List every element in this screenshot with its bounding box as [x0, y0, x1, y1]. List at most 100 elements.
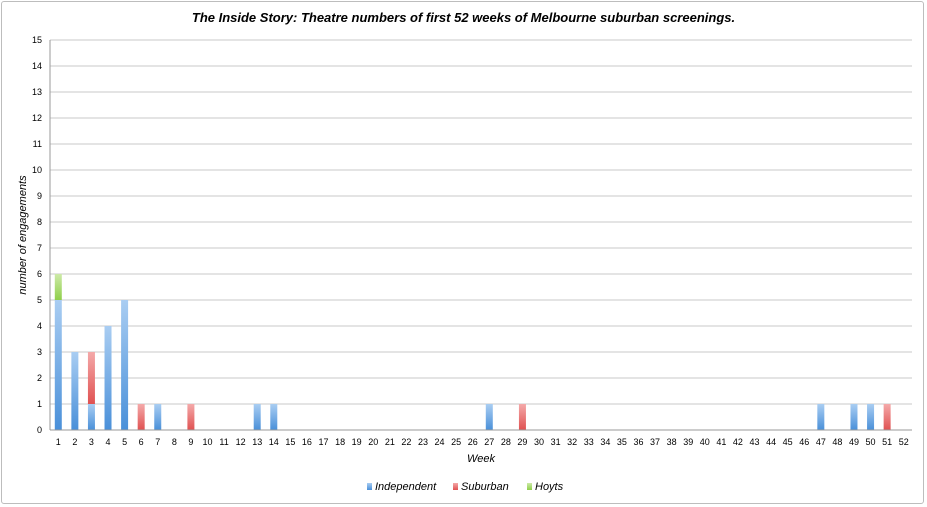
bar-independent	[87, 404, 95, 430]
x-tick-label: 21	[385, 437, 395, 447]
y-tick-label: 15	[32, 35, 42, 45]
bar-independent	[154, 404, 162, 430]
y-tick-label: 11	[33, 139, 42, 149]
x-tick-label: 10	[202, 437, 212, 447]
y-tick-label: 10	[32, 165, 42, 175]
x-tick-label: 38	[667, 437, 677, 447]
x-tick-label: 8	[172, 437, 177, 447]
bar-suburban	[187, 404, 195, 430]
x-tick-label: 14	[269, 437, 279, 447]
bar-suburban	[87, 352, 95, 404]
bar-hoyts	[54, 274, 62, 300]
y-tick-label: 7	[37, 243, 42, 253]
x-tick-label: 48	[832, 437, 842, 447]
x-tick-label: 52	[899, 437, 909, 447]
y-tick-label: 13	[32, 87, 42, 97]
x-tick-label: 13	[252, 437, 262, 447]
x-tick-label: 28	[501, 437, 511, 447]
x-tick-label: 20	[368, 437, 378, 447]
x-tick-label: 44	[766, 437, 776, 447]
legend-label: Hoyts	[535, 481, 564, 493]
x-tick-label: 7	[155, 437, 160, 447]
legend-label: Independent	[375, 481, 437, 493]
bar-independent	[485, 404, 493, 430]
bar-independent	[817, 404, 825, 430]
bar-independent	[71, 352, 79, 430]
legend-swatch	[453, 483, 458, 490]
x-tick-label: 24	[435, 437, 445, 447]
x-tick-label: 41	[716, 437, 726, 447]
x-tick-label: 12	[236, 437, 246, 447]
bar-suburban	[518, 404, 526, 430]
x-tick-label: 9	[188, 437, 193, 447]
y-tick-label: 3	[37, 347, 42, 357]
y-tick-label: 9	[37, 191, 42, 201]
x-tick-label: 15	[285, 437, 295, 447]
x-tick-label: 49	[849, 437, 859, 447]
x-tick-label: 33	[584, 437, 594, 447]
x-tick-label: 34	[600, 437, 610, 447]
bar-independent	[121, 300, 129, 430]
x-tick-label: 50	[866, 437, 876, 447]
x-tick-label: 45	[783, 437, 793, 447]
x-tick-label: 32	[567, 437, 577, 447]
x-tick-label: 26	[468, 437, 478, 447]
x-tick-label: 46	[799, 437, 809, 447]
x-tick-label: 2	[72, 437, 77, 447]
y-tick-label: 0	[37, 425, 42, 435]
x-tick-label: 30	[534, 437, 544, 447]
x-tick-label: 42	[733, 437, 743, 447]
y-tick-label: 1	[37, 399, 42, 409]
x-axis-label: Week	[467, 453, 495, 465]
bar-independent	[54, 300, 62, 430]
legend-swatch	[527, 483, 532, 490]
bar-independent	[270, 404, 278, 430]
bar-suburban	[883, 404, 891, 430]
x-tick-label: 29	[517, 437, 527, 447]
x-tick-label: 5	[122, 437, 127, 447]
x-tick-label: 3	[89, 437, 94, 447]
x-tick-label: 17	[319, 437, 329, 447]
x-tick-label: 35	[617, 437, 627, 447]
x-tick-label: 6	[139, 437, 144, 447]
gridlines	[50, 39, 912, 405]
bar-independent	[104, 326, 112, 430]
x-tick-label: 1	[56, 437, 61, 447]
x-tick-label: 16	[302, 437, 312, 447]
x-tick-label: 37	[650, 437, 660, 447]
x-tick-label: 36	[633, 437, 643, 447]
y-tick-label: 14	[32, 61, 42, 71]
x-tick-label: 19	[352, 437, 362, 447]
legend-label: Suburban	[461, 481, 509, 493]
bar-independent	[867, 404, 875, 430]
bar-independent	[850, 404, 858, 430]
y-axis-label: number of engagements	[17, 175, 29, 295]
legend-swatch	[367, 483, 372, 490]
x-tick-label: 40	[700, 437, 710, 447]
chart-title: The Inside Story: Theatre numbers of fir…	[191, 10, 736, 25]
x-tick-label: 47	[816, 437, 826, 447]
y-tick-label: 5	[37, 295, 42, 305]
y-tick-label: 6	[37, 269, 42, 279]
x-tick-label: 23	[418, 437, 428, 447]
x-tick-label: 25	[451, 437, 461, 447]
x-tick-label: 11	[219, 437, 228, 447]
x-tick-label: 18	[335, 437, 345, 447]
y-tick-label: 12	[32, 113, 42, 123]
x-tick-label: 27	[484, 437, 494, 447]
y-tick-label: 4	[37, 321, 42, 331]
x-tick-label: 51	[882, 437, 892, 447]
bar-independent	[253, 404, 261, 430]
x-tick-label: 22	[401, 437, 411, 447]
x-tick-label: 39	[683, 437, 693, 447]
x-tick-label: 31	[551, 437, 561, 447]
bars	[54, 274, 891, 430]
x-tick-label: 4	[106, 437, 111, 447]
bar-suburban	[137, 404, 145, 430]
y-tick-label: 2	[37, 373, 42, 383]
y-tick-label: 8	[37, 217, 42, 227]
x-axis-ticks: 1 2 3 4 5 6 7 8 9 10 11 12 13 14 15 16 17 18 19 20 21 22 23 24 2…	[56, 437, 909, 447]
legend: Independent Suburban Hoyts	[367, 481, 564, 493]
